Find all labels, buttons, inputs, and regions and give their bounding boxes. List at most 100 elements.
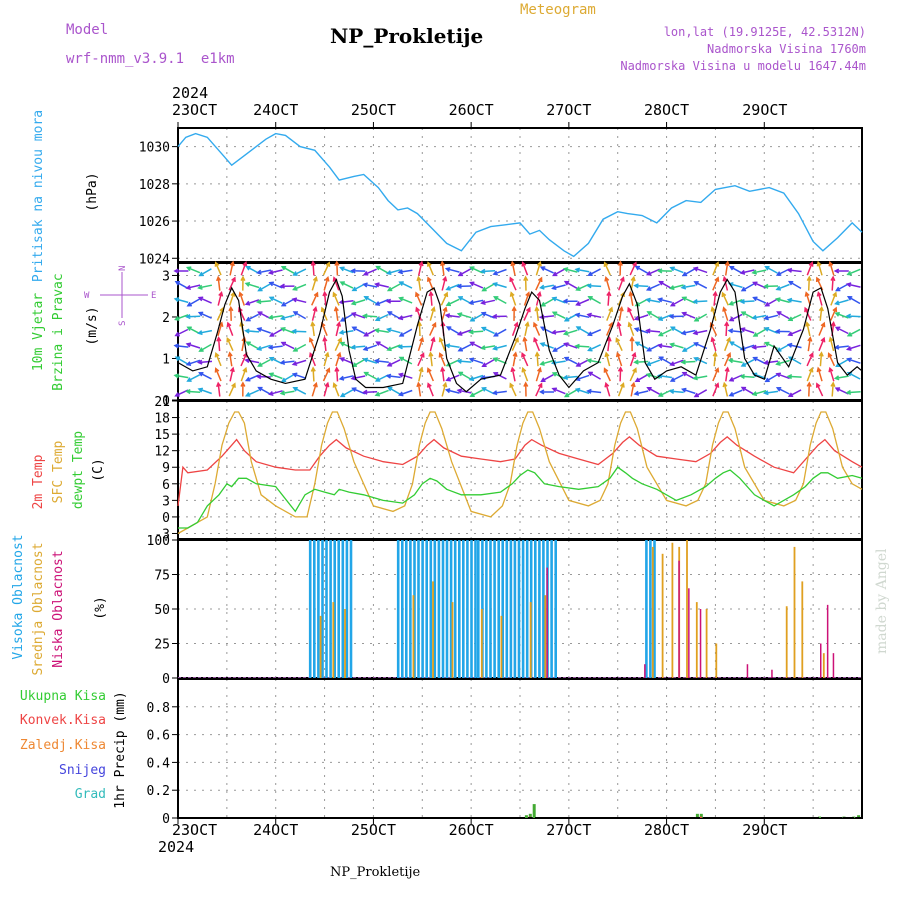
wind-arrow [521,366,529,382]
y-tick-label: 0 [162,812,170,827]
wind-arrow [244,374,260,382]
wind-arrow [197,284,213,290]
wind-arrow [185,266,201,274]
wind-arrow [257,386,271,395]
page-subtitle: Meteogram [520,2,596,18]
wind-arrow [469,389,484,398]
wind-arrow [216,336,222,352]
wind-arrow [198,268,212,277]
mid-cloud-bar [432,581,434,678]
wind-arrow [763,314,779,321]
wind-arrow [186,374,201,382]
wind-arrow [645,283,661,291]
wind-arrow [174,328,189,337]
wind-arrow [806,275,812,291]
wind-arrow [468,374,484,382]
wind-arrow [398,389,413,397]
cloud-ylabel-mid: Srednja Oblacnost [31,542,46,675]
wind-arrow [645,359,661,367]
wind-arrow [257,283,271,292]
wind-arrow [552,268,566,277]
wind-arrow [229,260,235,276]
wind-arrow [292,311,307,320]
mid-cloud-bar [785,606,788,678]
y-tick-label: 0.8 [147,701,170,716]
wind-arrow [469,281,484,289]
wind-arrow [562,374,578,380]
wind-arrow [310,260,316,276]
wind-arrow [693,313,708,322]
wind-arrow [323,381,330,397]
x-tick-label-top: 28OCT [644,101,689,119]
wind-arrow [373,358,389,364]
wind-arrow [362,344,378,351]
high-cloud-bar [538,540,541,678]
wind-arrow [816,366,823,382]
temp-sfc-line [177,411,863,535]
wind-arrow [656,268,672,274]
wind-ylabel-1: 10m Vjetar [31,293,46,371]
wind-arrow [216,275,222,291]
wind-arrow [776,311,790,320]
high-cloud-bar [421,540,424,678]
wind-arrow [830,275,836,291]
precip-total-bar [528,813,532,818]
wind-arrow [268,372,283,380]
wind-arrow [415,291,423,306]
precip-total-bar [857,815,861,818]
y-tick-label: 1026 [139,215,170,230]
x-tick-label-top: 24OCT [253,101,298,119]
low-cloud-bar [546,567,548,678]
wind-arrow [492,268,507,276]
high-cloud-bar [441,540,445,678]
mid-cloud-bar [822,653,825,678]
x-tick-label-bottom: 28OCT [644,821,689,839]
wind-arrow [786,297,802,303]
page-title: NP_Prokletije [330,24,483,48]
wind-arrow [634,341,649,350]
wind-arrow [228,382,236,397]
wind-arrow [634,265,649,274]
mid-cloud-bar [695,602,698,678]
y-tick-label: 0.2 [147,784,170,799]
wind-arrow [350,268,366,274]
high-cloud-bar [458,540,461,678]
wind-arrow [606,290,612,306]
wind-arrow [374,282,389,288]
x-tick-label-top: 23OCT [172,101,217,119]
wind-arrow [457,296,472,305]
wind-arrow [617,260,623,276]
low-cloud-bar [699,609,702,678]
wind-arrow [174,281,189,289]
high-cloud-bar [497,540,500,678]
wind-arrow [751,344,767,350]
wind-arrow [669,359,684,367]
high-cloud-bar [525,540,529,678]
wind-arrow [398,281,413,289]
wind-arrow [728,389,743,397]
wind-arrow [456,312,472,319]
wind-arrow [255,299,271,305]
wind-arrow [712,290,718,306]
wind-arrow [456,358,472,364]
wind-arrow [633,327,649,334]
temp-dewpt-line [178,466,863,529]
wind-arrow [550,329,566,335]
wind-arrow [740,386,755,395]
wind-arrow [775,359,790,366]
wind-arrow [511,305,517,321]
high-cloud-bar [317,540,320,678]
wind-arrow [441,306,448,321]
wind-arrow [323,276,330,291]
wind-arrow [816,260,823,276]
wind-arrow [362,268,377,276]
wind-arrow [491,390,507,396]
wind-arrow [197,296,212,304]
wind-arrow [646,386,660,395]
wind-arrow [280,327,295,334]
wind-arrow [322,261,331,276]
temp-ylabel-sfc: SFC Temp [51,441,66,504]
wind-arrow [523,291,531,306]
wind-arrow [457,268,472,277]
